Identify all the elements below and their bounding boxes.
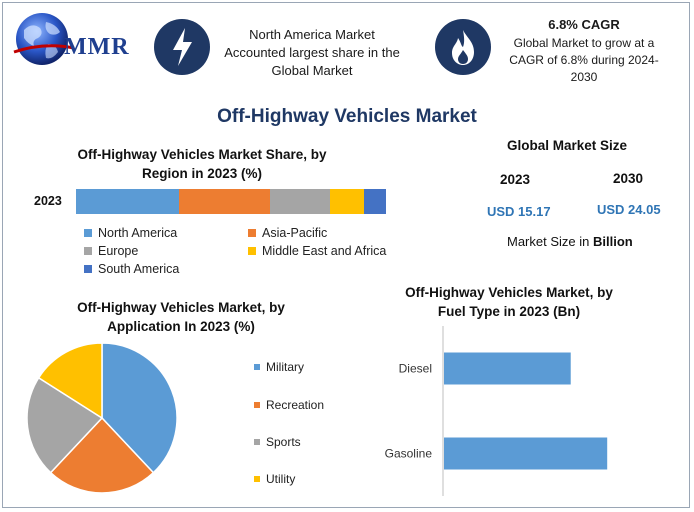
- legend-label: Recreation: [266, 398, 325, 412]
- application-legend-item-sports: Sports: [254, 435, 301, 449]
- region-legend-item-middle-east-and-africa: Middle East and Africa: [248, 244, 386, 258]
- fuel-bar-chart: Diesel Gasoline: [385, 326, 608, 496]
- legend-label: North America: [98, 226, 178, 240]
- globe-icon: [13, 13, 75, 65]
- fuel-bar-diesel: [444, 352, 571, 385]
- region-line-1: North America Market: [249, 27, 375, 42]
- legend-swatch: [254, 438, 260, 445]
- market-size-value-2030: USD 24.05: [597, 202, 661, 217]
- region-chart-title-line-1: Off-Highway Vehicles Market Share, by: [77, 147, 327, 162]
- legend-label: Middle East and Africa: [262, 244, 387, 258]
- flame-icon: [435, 19, 491, 75]
- application-chart-title: Off-Highway Vehicles Market, by Applicat…: [40, 298, 322, 336]
- application-pie-chart: [26, 342, 178, 494]
- application-legend-item-recreation: Recreation: [254, 398, 324, 412]
- logo-text: MMR: [64, 34, 130, 60]
- fuel-category-label-diesel: Diesel: [399, 362, 432, 376]
- pie-slice-sports: [26, 376, 104, 474]
- lightning-icon: [154, 19, 210, 75]
- region-highlight: North America Market Accounted largest s…: [212, 26, 412, 80]
- market-size-title: Global Market Size: [507, 138, 628, 153]
- region-chart-title-line-2: Region in 2023 (%): [141, 166, 263, 181]
- region-bar-segment-europe: [270, 189, 330, 214]
- fuel-category-label-gasoline: Gasoline: [385, 447, 433, 461]
- region-line-3: Global Market: [271, 63, 353, 78]
- market-size-value-2023: USD 15.17: [487, 204, 551, 219]
- pie-slice-recreation: [49, 416, 155, 494]
- legend-label: Asia-Pacific: [262, 226, 328, 240]
- region-stacked-bar: [76, 189, 386, 214]
- region-bar-segment-north-america: [76, 189, 180, 214]
- fuel-chart-title: Off-Highway Vehicles Market, by Fuel Typ…: [380, 283, 638, 321]
- legend-label: Military: [266, 360, 304, 374]
- legend-swatch: [254, 401, 260, 408]
- application-legend-item-military: Military: [254, 360, 304, 374]
- market-size-note-unit: Billion: [592, 234, 633, 249]
- application-chart-title-line-2: Application In 2023 (%): [107, 319, 255, 334]
- pie-slice-military: [101, 342, 178, 474]
- cagr-description: Global Market to grow at a CAGR of 6.8% …: [494, 35, 674, 86]
- cagr-line-2: CAGR of 6.8% during 2024-: [509, 53, 659, 67]
- legend-swatch: [248, 228, 256, 237]
- legend-label: Utility: [266, 472, 296, 486]
- legend-label: Sports: [266, 435, 301, 449]
- market-size-year-2030: 2030: [613, 171, 644, 186]
- legend-swatch: [84, 246, 92, 255]
- cagr-line-3: 2030: [570, 70, 598, 84]
- application-legend-item-utility: Utility: [254, 472, 295, 486]
- page-title: Off-Highway Vehicles Market: [217, 106, 477, 127]
- fuel-chart-title-line-1: Off-Highway Vehicles Market, by: [405, 285, 613, 300]
- legend-label: South America: [98, 262, 180, 276]
- legend-swatch: [254, 475, 260, 482]
- cagr-line-1: Global Market to grow at a: [513, 36, 655, 50]
- legend-swatch: [248, 246, 256, 255]
- legend-label: Europe: [98, 244, 139, 258]
- region-legend-item-europe: Europe: [84, 244, 138, 258]
- region-legend-item-north-america: North America: [84, 226, 177, 240]
- pie-slice-utility: [37, 342, 103, 420]
- market-size-note-prefix: Market Size in: [507, 234, 593, 249]
- market-size-note: Market Size in Billion: [507, 234, 633, 249]
- region-bar-segment-middle-east-and-africa: [329, 189, 365, 214]
- region-bar-segment-south-america: [364, 189, 386, 214]
- fuel-bar-gasoline: [444, 437, 608, 470]
- legend-swatch: [84, 264, 92, 273]
- cagr-title: 6.8% CAGR: [548, 17, 620, 32]
- legend-swatch: [84, 228, 92, 237]
- region-bar-segment-asia-pacific: [179, 189, 271, 214]
- application-chart-title-line-1: Off-Highway Vehicles Market, by: [77, 300, 285, 315]
- region-legend-item-asia-pacific: Asia-Pacific: [248, 226, 327, 240]
- region-legend-item-south-america: South America: [84, 262, 179, 276]
- legend-swatch: [254, 363, 260, 370]
- region-chart-title: Off-Highway Vehicles Market Share, by Re…: [62, 145, 342, 183]
- fuel-chart-title-line-2: Fuel Type in 2023 (Bn): [437, 304, 581, 319]
- region-bar-category-label: 2023: [34, 194, 62, 208]
- region-line-2: Accounted largest share in the: [224, 45, 400, 60]
- market-size-year-2023: 2023: [500, 172, 531, 187]
